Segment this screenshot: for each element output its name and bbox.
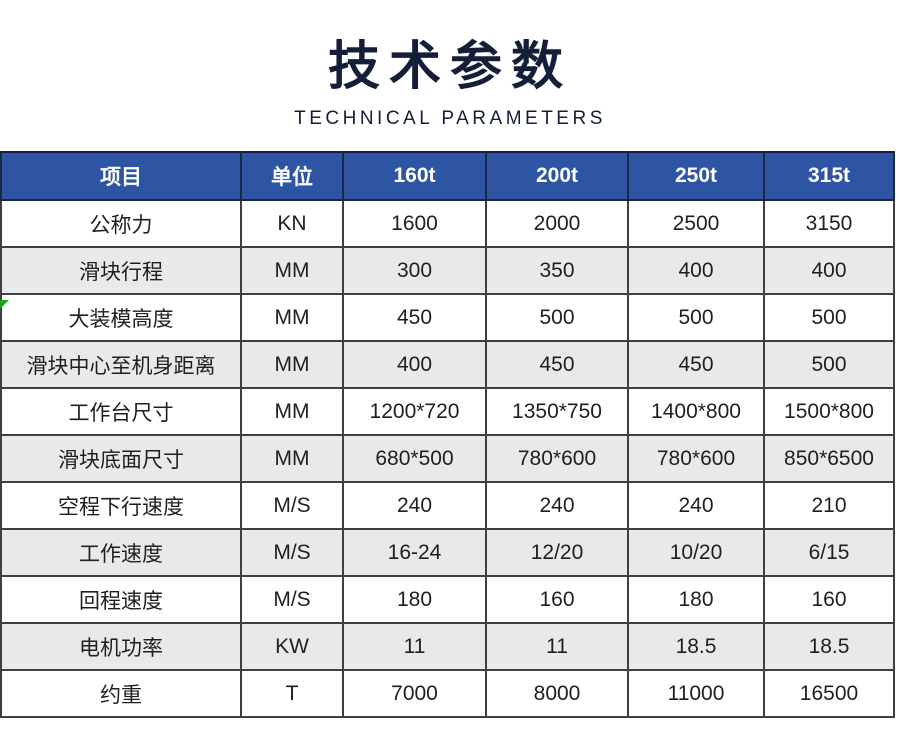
unit-cell: M/S bbox=[240, 528, 344, 577]
unit-cell: KN bbox=[240, 199, 344, 248]
value-cell: 16500 bbox=[763, 669, 895, 718]
value-cell: 18.5 bbox=[627, 622, 765, 671]
value-cell: 780*600 bbox=[627, 434, 765, 483]
value-cell: 3150 bbox=[763, 199, 895, 248]
value-cell: 450 bbox=[485, 340, 629, 389]
value-cell: 240 bbox=[342, 481, 487, 530]
unit-cell: MM bbox=[240, 340, 344, 389]
value-cell: 780*600 bbox=[485, 434, 629, 483]
value-cell: 160 bbox=[763, 575, 895, 624]
item-cell: 约重 bbox=[0, 669, 242, 718]
table-row: 回程速度 M/S 180 160 180 160 bbox=[0, 575, 895, 624]
item-cell: 空程下行速度 bbox=[0, 481, 242, 530]
column-header-315t: 315t bbox=[763, 151, 895, 201]
value-cell: 160 bbox=[485, 575, 629, 624]
item-cell: 滑块底面尺寸 bbox=[0, 434, 242, 483]
value-cell: 400 bbox=[627, 246, 765, 295]
table-row: 滑块底面尺寸 MM 680*500 780*600 780*600 850*6500 bbox=[0, 434, 895, 483]
value-cell: 850*6500 bbox=[763, 434, 895, 483]
table-row: 电机功率 KW 11 11 18.5 18.5 bbox=[0, 622, 895, 671]
value-cell: 11 bbox=[485, 622, 629, 671]
value-cell: 11 bbox=[342, 622, 487, 671]
item-cell: 公称力 bbox=[0, 199, 242, 248]
table-row: 空程下行速度 M/S 240 240 240 210 bbox=[0, 481, 895, 530]
unit-cell: M/S bbox=[240, 575, 344, 624]
value-cell: 1400*800 bbox=[627, 387, 765, 436]
value-cell: 11000 bbox=[627, 669, 765, 718]
table-row: 公称力 KN 1600 2000 2500 3150 bbox=[0, 199, 895, 248]
table-row: 大装模高度 MM 450 500 500 500 bbox=[0, 293, 895, 342]
value-cell: 2500 bbox=[627, 199, 765, 248]
table-row: 工作速度 M/S 16-24 12/20 10/20 6/15 bbox=[0, 528, 895, 577]
column-header-250t: 250t bbox=[627, 151, 765, 201]
column-header-unit: 单位 bbox=[240, 151, 344, 201]
value-cell: 680*500 bbox=[342, 434, 487, 483]
value-cell: 240 bbox=[485, 481, 629, 530]
value-cell: 400 bbox=[342, 340, 487, 389]
header-row: 项目 单位 160t 200t 250t 315t bbox=[0, 151, 895, 201]
value-cell: 1600 bbox=[342, 199, 487, 248]
value-cell: 450 bbox=[627, 340, 765, 389]
value-cell: 300 bbox=[342, 246, 487, 295]
value-cell: 1500*800 bbox=[763, 387, 895, 436]
column-header-160t: 160t bbox=[342, 151, 487, 201]
value-cell: 500 bbox=[627, 293, 765, 342]
value-cell: 400 bbox=[763, 246, 895, 295]
unit-cell: M/S bbox=[240, 481, 344, 530]
value-cell: 180 bbox=[627, 575, 765, 624]
table-row: 滑块中心至机身距离 MM 400 450 450 500 bbox=[0, 340, 895, 389]
value-cell: 450 bbox=[342, 293, 487, 342]
table-row: 约重 T 7000 8000 11000 16500 bbox=[0, 669, 895, 718]
value-cell: 7000 bbox=[342, 669, 487, 718]
value-cell: 500 bbox=[763, 340, 895, 389]
item-cell: 大装模高度 bbox=[0, 293, 242, 342]
item-cell: 电机功率 bbox=[0, 622, 242, 671]
value-cell: 500 bbox=[763, 293, 895, 342]
unit-cell: MM bbox=[240, 246, 344, 295]
value-cell: 8000 bbox=[485, 669, 629, 718]
item-cell: 工作速度 bbox=[0, 528, 242, 577]
unit-cell: T bbox=[240, 669, 344, 718]
value-cell: 350 bbox=[485, 246, 629, 295]
table-row: 工作台尺寸 MM 1200*720 1350*750 1400*800 1500*800 bbox=[0, 387, 895, 436]
green-corner-marker bbox=[0, 300, 9, 309]
page-subtitle: TECHNICAL PARAMETERS bbox=[294, 108, 606, 129]
column-header-200t: 200t bbox=[485, 151, 629, 201]
value-cell: 500 bbox=[485, 293, 629, 342]
value-cell: 2000 bbox=[485, 199, 629, 248]
item-cell: 回程速度 bbox=[0, 575, 242, 624]
value-cell: 1350*750 bbox=[485, 387, 629, 436]
value-cell: 12/20 bbox=[485, 528, 629, 577]
value-cell: 210 bbox=[763, 481, 895, 530]
unit-cell: KW bbox=[240, 622, 344, 671]
value-cell: 180 bbox=[342, 575, 487, 624]
value-cell: 1200*720 bbox=[342, 387, 487, 436]
value-cell: 16-24 bbox=[342, 528, 487, 577]
parameters-table: 项目 单位 160t 200t 250t 315t 公称力 KN 1600 2000 2… bbox=[0, 151, 895, 718]
column-header-item: 项目 bbox=[0, 151, 242, 201]
item-cell: 滑块行程 bbox=[0, 246, 242, 295]
unit-cell: MM bbox=[240, 387, 344, 436]
value-cell: 6/15 bbox=[763, 528, 895, 577]
unit-cell: MM bbox=[240, 434, 344, 483]
item-cell: 工作台尺寸 bbox=[0, 387, 242, 436]
table-row: 滑块行程 MM 300 350 400 400 bbox=[0, 246, 895, 295]
value-cell: 18.5 bbox=[763, 622, 895, 671]
title-block: 技术参数 TECHNICAL PARAMETERS bbox=[0, 0, 900, 130]
value-cell: 240 bbox=[627, 481, 765, 530]
page-title: 技术参数 bbox=[327, 38, 572, 96]
item-cell: 滑块中心至机身距离 bbox=[0, 340, 242, 389]
value-cell: 10/20 bbox=[627, 528, 765, 577]
unit-cell: MM bbox=[240, 293, 344, 342]
